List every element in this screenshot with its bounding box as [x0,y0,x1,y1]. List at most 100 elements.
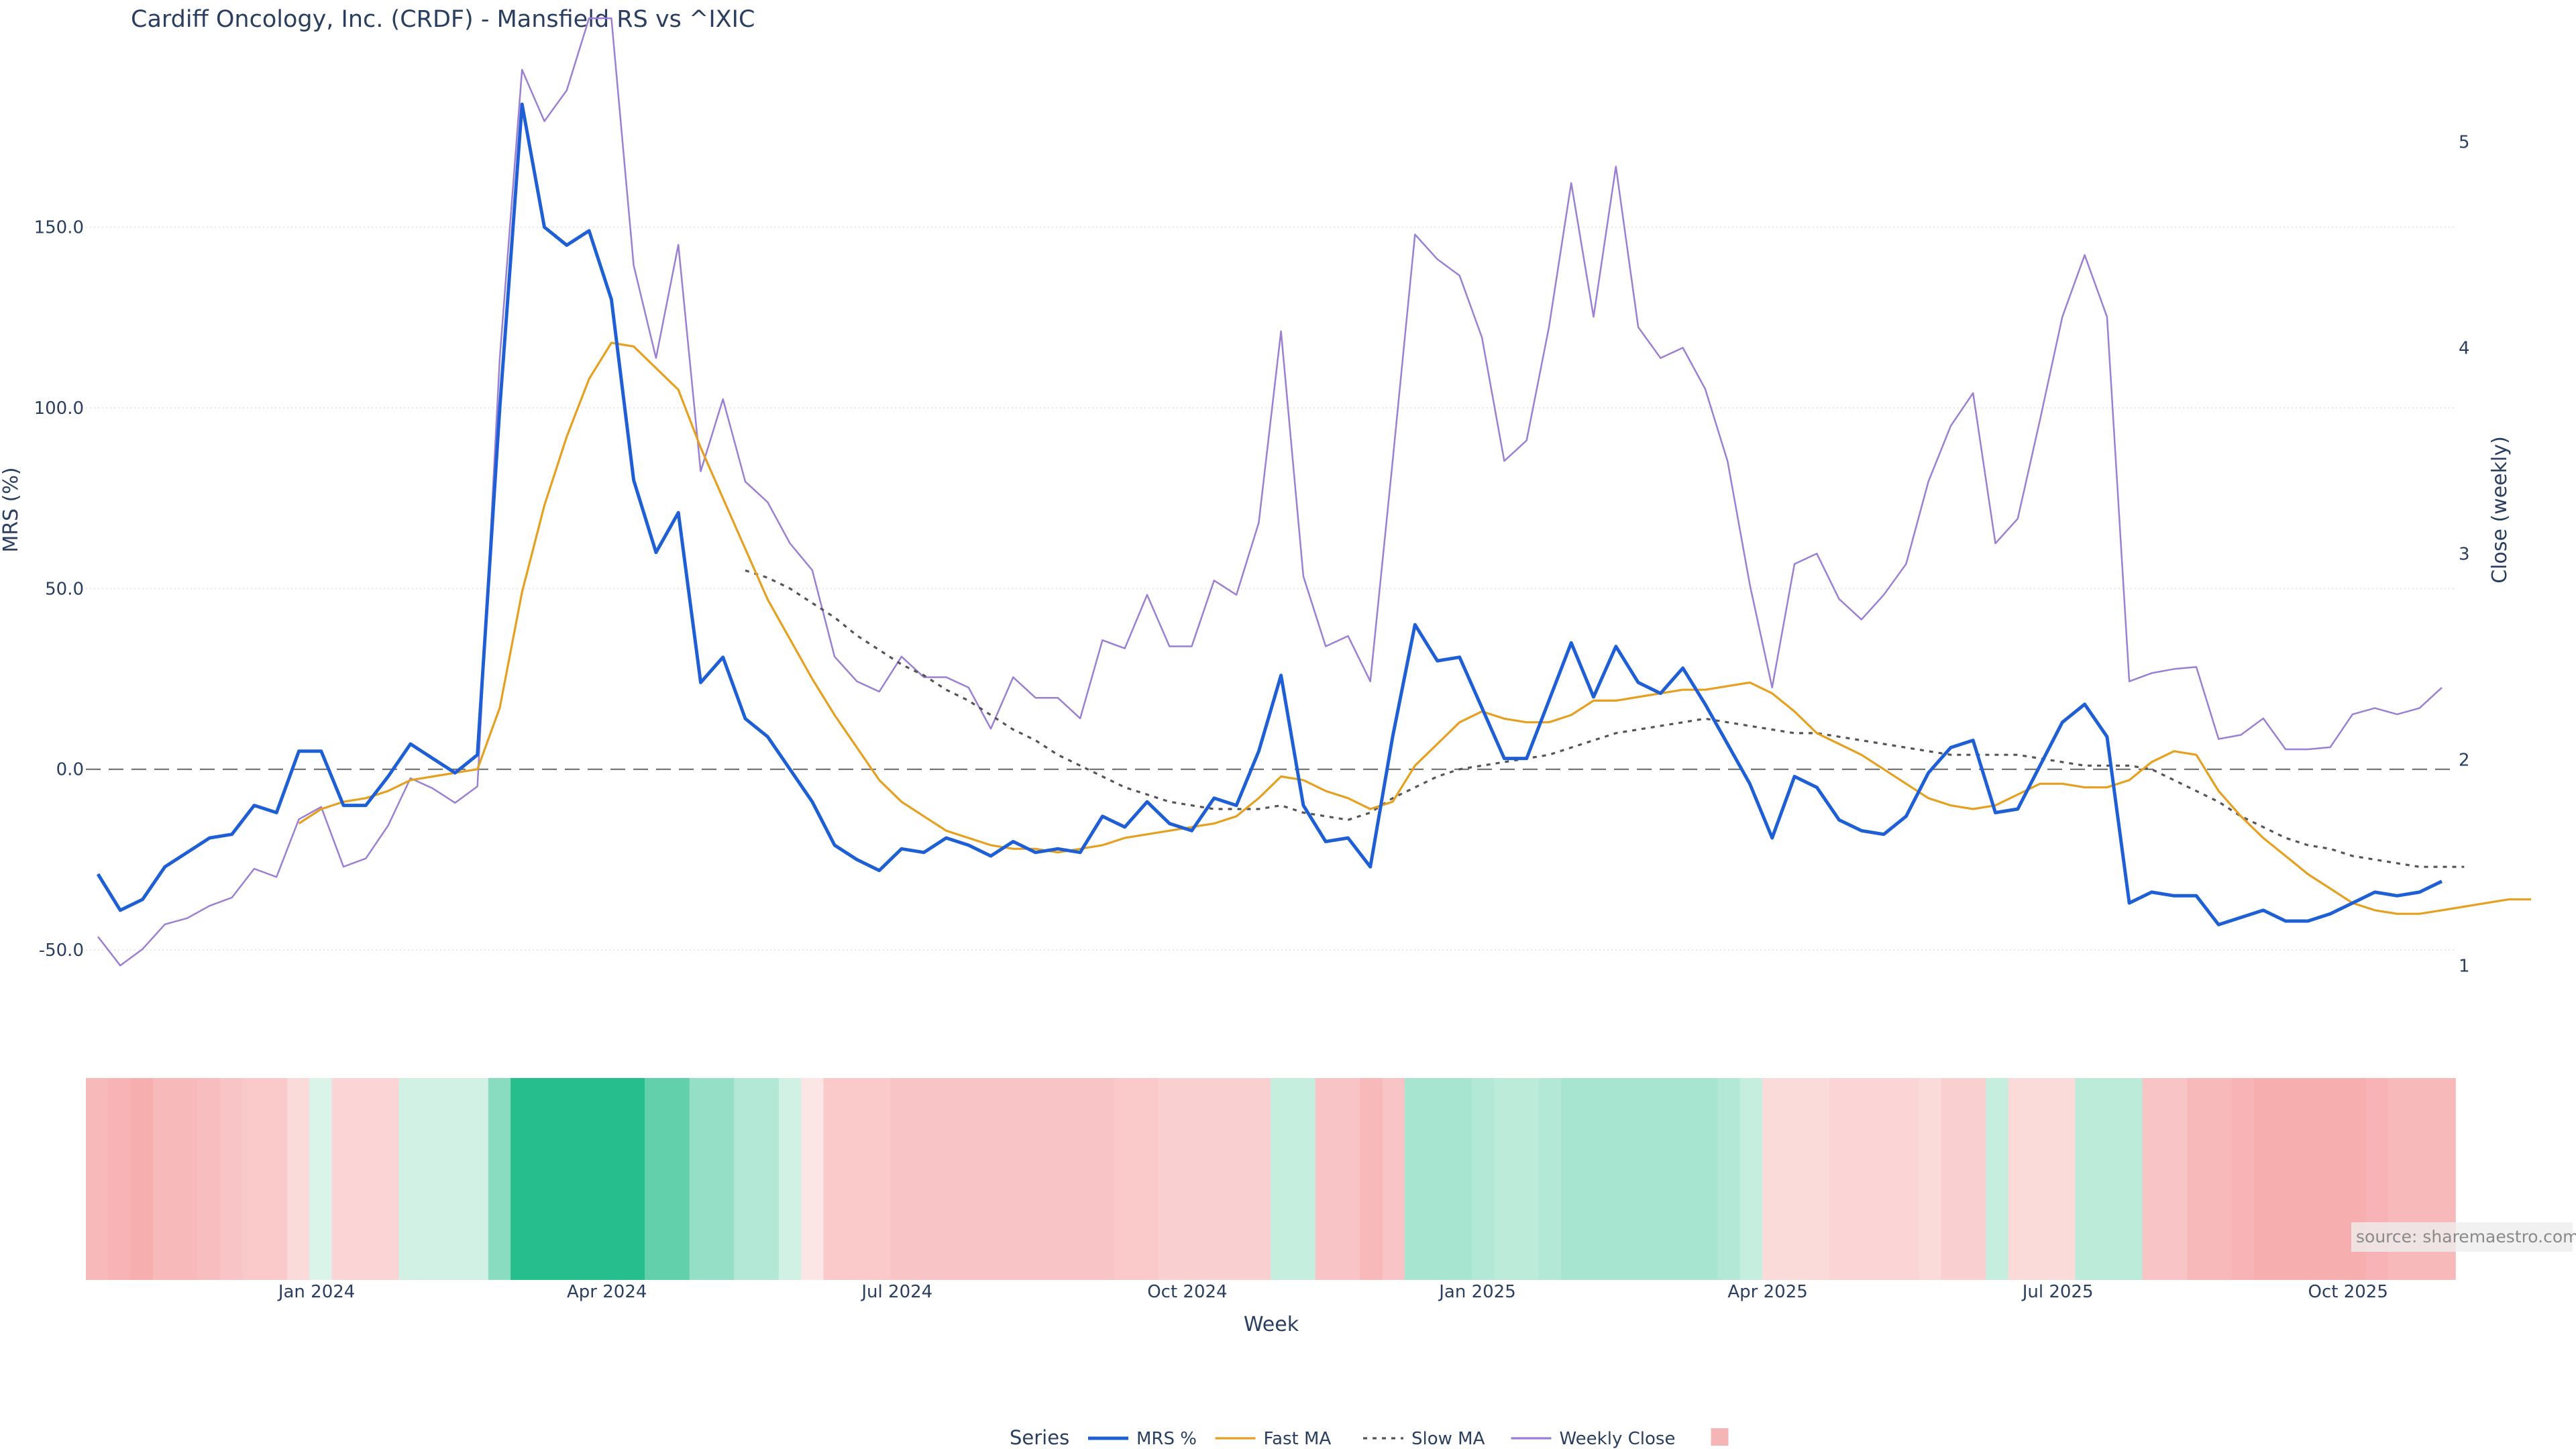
heatmap-cell [734,1078,757,1280]
heatmap-cell [1650,1078,1674,1280]
heatmap-cell [2298,1078,2322,1280]
heatmap-cell [309,1078,333,1280]
x-tick-label: Apr 2025 [1727,1282,1807,1302]
heatmap-cell [1271,1078,1294,1280]
heatmap-cell [1941,1078,1964,1280]
heatmap-cell [845,1078,869,1280]
series-lines [96,17,2532,967]
heatmap-cell [979,1078,1003,1280]
heatmap-cell [645,1078,668,1280]
y-tick-label: 100.0 [34,398,84,419]
heatmap-cell [2231,1078,2255,1280]
y2-tick-label: 1 [2459,956,2470,976]
heatmap-cell [957,1078,981,1280]
heatmap-cell [689,1078,712,1280]
heatmap-cell [1338,1078,1361,1280]
heatmap-cell [1717,1078,1741,1280]
heatmap-cell [331,1078,355,1280]
heatmap-cell [1829,1078,1853,1280]
legend-label: MRS % [1136,1429,1197,1449]
x-tick-label: Oct 2024 [1147,1282,1227,1302]
heatmap-cell [286,1078,310,1280]
y-tick-label: 50.0 [45,579,84,599]
heatmap-cell [2008,1078,2031,1280]
heatmap-cell [108,1078,131,1280]
heatmap-cell [1874,1078,1897,1280]
heatmap-cell [1159,1078,1182,1280]
heatmap-cell [667,1078,690,1280]
y2-tick-label: 2 [2459,750,2470,770]
heatmap-cell [1382,1078,1405,1280]
heatmap-cell [2142,1078,2165,1280]
heatmap-cell [2209,1078,2233,1280]
heatmap-cell [622,1078,645,1280]
heatmap-cell [264,1078,288,1280]
legend: Series MRS % Fast MA Slow MA Weekly Close [1010,1426,1729,1449]
heatmap-cell [2187,1078,2210,1280]
source-label: source: sharemaestro.com [2356,1227,2576,1246]
heatmap-cell [511,1078,534,1280]
y2-tick-label: 4 [2459,338,2470,358]
heatmap-cell [1404,1078,1428,1280]
heatmap-cell [443,1078,467,1280]
legend-label: Weekly Close [1560,1429,1676,1449]
heatmap-cell [1181,1078,1204,1280]
y-tick-label: 0.0 [56,760,84,780]
heatmap-cell [1919,1078,1942,1280]
heatmap-cell [1784,1078,1808,1280]
heatmap-cell [801,1078,824,1280]
heatmap-cell [86,1078,109,1280]
heatmap-cell [1203,1078,1227,1280]
heatmap-cell [1605,1078,1629,1280]
legend-swatch-heatmap [1711,1428,1729,1446]
heatmap-cell [1672,1078,1696,1280]
heatmap-cell [1807,1078,1830,1280]
heatmap-cell [756,1078,780,1280]
series-line-fast-ma [298,341,2532,915]
right-axis-ticks: 5 4 3 2 1 [2459,132,2470,976]
heatmap-cell [376,1078,400,1280]
x-axis-title: Week [1244,1313,1299,1336]
heatmap-cell [2321,1078,2345,1280]
heatmap-cell [1024,1078,1048,1280]
heatmap-cell [912,1078,936,1280]
heatmap-cell [2276,1078,2300,1280]
y-axis-title: MRS (%) [0,467,23,552]
heatmap-cell [197,1078,221,1280]
y2-axis-title: Close (weekly) [2488,436,2512,584]
heatmap-cell [354,1078,377,1280]
heatmap-cell [868,1078,892,1280]
y-tick-label: 150.0 [34,218,84,238]
heatmap-cell [1986,1078,2009,1280]
legend-label: Slow MA [1411,1429,1485,1449]
heatmap-cell [1494,1078,1517,1280]
heatmap-cell [153,1078,176,1280]
heatmap-cell [1516,1078,1540,1280]
heatmap-cell [533,1078,556,1280]
heatmap-cell [600,1078,623,1280]
heatmap-cell [1136,1078,1160,1280]
heatmap-cell [2254,1078,2277,1280]
heatmap-cell [242,1078,266,1280]
heatmap-cell [2030,1078,2053,1280]
heatmap-cell [1628,1078,1652,1280]
series-line-mrs [96,102,2443,926]
heatmap-cell [219,1078,243,1280]
heatmap-cell [2075,1078,2098,1280]
heatmap-cell [890,1078,914,1280]
heatmap-cell [398,1078,422,1280]
gridlines [86,226,2455,951]
heatmap-cell [1471,1078,1495,1280]
legend-title: Series [1010,1426,1069,1449]
legend-label: Fast MA [1264,1429,1332,1449]
heatmap-cell [1896,1078,1920,1280]
heatmap-cell [1046,1078,1070,1280]
heatmap-cell [1695,1078,1719,1280]
x-tick-label: Jul 2024 [860,1282,932,1302]
heatmap-cell [488,1078,511,1280]
heatmap-cell [712,1078,735,1280]
heatmap-cell [935,1078,959,1280]
x-tick-label: Jul 2025 [2021,1282,2094,1302]
y-tick-label: -50.0 [39,941,84,961]
